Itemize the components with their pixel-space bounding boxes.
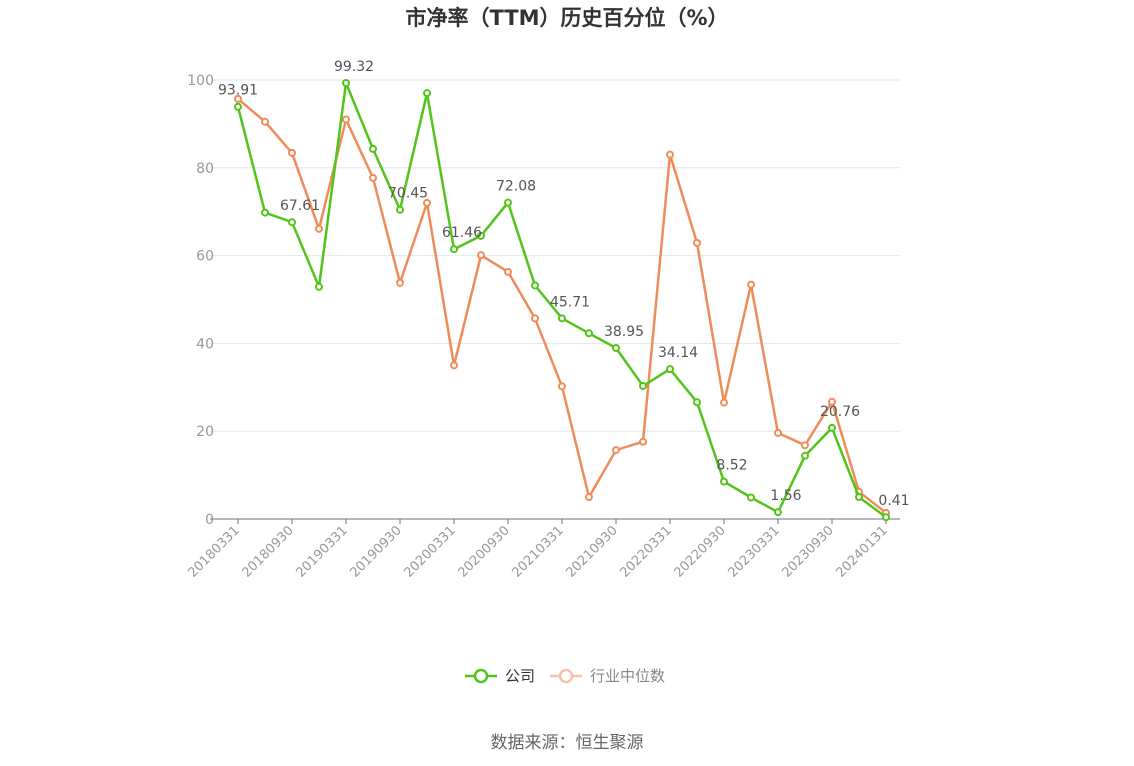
y-tick-label: 20: [196, 424, 214, 440]
data-point: [342, 115, 350, 124]
data-point: [369, 173, 377, 182]
data-point: [423, 89, 431, 98]
data-point: [261, 117, 269, 126]
data-point: [801, 441, 809, 450]
x-tick-label: 20190930: [347, 523, 404, 580]
data-point: [504, 267, 512, 276]
legend: 公司 行业中位数: [465, 667, 665, 685]
data-point: [747, 280, 755, 289]
data-label: 20.76: [820, 404, 860, 420]
data-point: [774, 428, 782, 437]
data-point: [639, 381, 647, 390]
data-point: [612, 344, 620, 353]
y-tick-label: 40: [196, 336, 214, 352]
data-point: [720, 398, 728, 407]
data-point: [531, 281, 539, 290]
data-point: [585, 493, 593, 502]
y-tick-label: 0: [205, 512, 214, 528]
data-point: [477, 231, 485, 240]
data-point: [558, 382, 566, 391]
data-label: 93.91: [218, 83, 258, 99]
data-label: 45.71: [550, 294, 590, 310]
data-point: [693, 238, 701, 247]
data-point: [450, 361, 458, 370]
data-point: [828, 397, 836, 406]
data-point: [342, 78, 350, 87]
x-tick-label: 20200930: [455, 523, 512, 580]
legend-label-0: 公司: [505, 667, 535, 685]
x-tick-label: 20230930: [779, 523, 836, 580]
data-label: 38.95: [604, 324, 644, 340]
data-point: [558, 314, 566, 323]
data-point: [234, 102, 242, 111]
data-point: [288, 148, 296, 157]
grid-lines: [210, 79, 900, 432]
x-tick-label: 20230331: [725, 523, 782, 580]
data-point: [315, 282, 323, 291]
data-point: [720, 477, 728, 486]
data-label: 67.61: [280, 198, 320, 214]
data-point: [234, 94, 242, 103]
data-label: 34.14: [658, 345, 698, 361]
data-point: [288, 218, 296, 227]
data-point: [261, 208, 269, 217]
chart-title: 市净率（TTM）历史百分位（%）: [405, 6, 728, 30]
data-source: 数据来源：恒生聚源: [491, 733, 644, 753]
data-label: 8.52: [716, 458, 747, 474]
data-point: [450, 245, 458, 254]
data-point: [504, 198, 512, 207]
data-point: [882, 513, 890, 522]
y-tick-label: 80: [196, 161, 214, 177]
data-point: [612, 446, 620, 455]
data-point: [693, 398, 701, 407]
data-label: 72.08: [496, 179, 536, 195]
data-point: [531, 314, 539, 323]
x-tick-label: 20180331: [185, 523, 242, 580]
data-label: 99.32: [334, 59, 374, 75]
data-point: [396, 278, 404, 287]
data-point: [396, 205, 404, 214]
legend-label-1: 行业中位数: [590, 667, 665, 685]
data-label: 0.41: [878, 493, 909, 509]
x-tick-label: 20220930: [671, 523, 728, 580]
data-point: [423, 198, 431, 207]
data-label: 61.46: [442, 225, 482, 241]
data-point: [477, 251, 485, 260]
data-point: [747, 493, 755, 502]
data-point: [828, 423, 836, 432]
data-point: [585, 329, 593, 338]
data-point: [666, 365, 674, 374]
data-point: [369, 144, 377, 153]
data-labels: 93.91 67.61 99.32 70.45 61.46 72.08 45.71 38.95…: [218, 59, 910, 509]
data-point: [666, 150, 674, 159]
legend-marker-1: [558, 668, 574, 684]
series-layer: [234, 78, 890, 522]
data-point: [801, 451, 809, 460]
x-tick-label: 20220331: [617, 523, 674, 580]
data-point: [774, 508, 782, 517]
data-point: [855, 493, 863, 502]
x-tick-label: 20190331: [293, 523, 350, 580]
data-label: 1.56: [770, 488, 801, 504]
data-label: 70.45: [388, 186, 428, 202]
data-point: [315, 224, 323, 233]
x-axis: 2018033120180930201903312019093020200331…: [185, 518, 900, 581]
x-tick-label: 20210930: [563, 523, 620, 580]
x-tick-label: 20240131: [833, 523, 890, 580]
y-tick-label: 100: [187, 73, 214, 89]
y-axis: 0 20 40 60 80 100: [187, 73, 214, 528]
y-tick-label: 60: [196, 249, 214, 265]
x-tick-label: 20180930: [239, 523, 296, 580]
x-tick-label: 20210331: [509, 523, 566, 580]
x-tick-label: 20200331: [401, 523, 458, 580]
legend-marker-0: [473, 668, 489, 684]
data-point: [639, 437, 647, 446]
